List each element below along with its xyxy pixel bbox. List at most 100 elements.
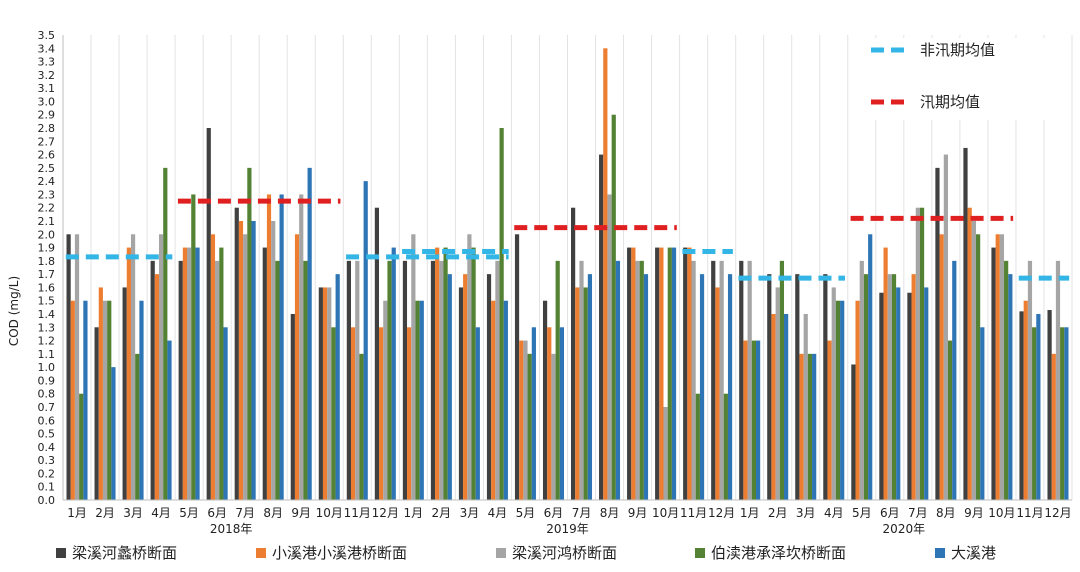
- year-label: 2019年: [546, 522, 589, 536]
- bar: [503, 300, 508, 500]
- bar: [775, 287, 780, 500]
- bar: [980, 327, 985, 500]
- x-tick-label: 2月: [768, 506, 788, 520]
- bar: [739, 260, 744, 500]
- bar: [150, 260, 155, 500]
- x-tick-label: 3月: [460, 506, 480, 520]
- bar: [163, 167, 168, 500]
- x-tick-label: 6月: [880, 506, 900, 520]
- bar: [835, 300, 841, 500]
- x-tick-label: 4月: [488, 506, 508, 520]
- bar: [495, 260, 500, 500]
- bar: [755, 340, 761, 500]
- bar: [475, 327, 480, 500]
- series-legend-swatch: [695, 548, 705, 558]
- y-tick-label: 2.3: [38, 188, 56, 201]
- series-legend-label: 伯渎港承泽坎桥断面: [711, 544, 846, 562]
- bar: [307, 167, 312, 500]
- y-tick-label: 2.2: [38, 202, 56, 215]
- bar: [851, 364, 856, 500]
- x-tick-label: 3月: [123, 506, 143, 520]
- bars-group: [66, 48, 1069, 501]
- bar: [130, 234, 136, 501]
- x-tick-label: 9月: [628, 506, 648, 520]
- bar: [279, 194, 284, 500]
- bar: [859, 260, 864, 500]
- y-tick-label: 1.7: [38, 268, 56, 281]
- y-tick-label: 1.1: [38, 348, 56, 361]
- bar: [435, 247, 440, 500]
- bar: [491, 300, 496, 500]
- bar: [486, 274, 492, 500]
- y-tick-label: 3.3: [38, 56, 56, 69]
- bar: [827, 340, 832, 500]
- reference-legend-label: 汛期均值: [920, 93, 980, 111]
- bar: [79, 393, 84, 500]
- bar: [223, 327, 228, 500]
- x-tick-label: 10月: [316, 506, 343, 520]
- bar: [695, 393, 700, 500]
- bar: [919, 207, 925, 500]
- bar: [952, 260, 957, 500]
- bar: [691, 260, 696, 500]
- bar: [1064, 327, 1069, 500]
- y-tick-label: 1.2: [38, 335, 56, 348]
- x-tick-label: 7月: [235, 506, 255, 520]
- y-tick-label: 1.6: [38, 281, 56, 294]
- bar: [355, 260, 360, 500]
- year-label: 2020年: [883, 522, 926, 536]
- x-tick-label: 5月: [516, 506, 536, 520]
- y-tick-label: 3.1: [38, 82, 56, 95]
- bar: [771, 314, 776, 500]
- bar: [879, 292, 884, 500]
- y-tick-label: 2.9: [38, 109, 56, 122]
- series-legend-swatch: [56, 548, 66, 558]
- bar: [683, 247, 688, 500]
- x-tick-label: 10月: [652, 506, 679, 520]
- bar: [303, 260, 308, 500]
- bar: [234, 207, 239, 500]
- bar: [407, 327, 412, 500]
- x-tick-label: 6月: [207, 506, 227, 520]
- y-tick-label: 1.8: [38, 255, 56, 268]
- bar: [335, 274, 340, 500]
- bar: [795, 274, 800, 500]
- bar: [995, 234, 1000, 501]
- x-tick-label: 9月: [964, 506, 984, 520]
- bar: [896, 287, 901, 500]
- bar: [723, 393, 728, 500]
- y-tick-label: 3.0: [38, 95, 56, 108]
- bar: [243, 234, 248, 501]
- bar: [719, 260, 724, 500]
- bar: [812, 353, 817, 500]
- reference-legend-label: 非汛期均值: [920, 41, 995, 59]
- bar: [599, 154, 604, 501]
- bar: [571, 207, 576, 500]
- bar: [402, 260, 408, 500]
- y-tick-label: 2.6: [38, 149, 56, 162]
- bar: [458, 287, 464, 500]
- bar: [467, 234, 472, 501]
- bar: [195, 247, 200, 500]
- bar: [907, 292, 912, 500]
- bar: [187, 247, 192, 500]
- x-tick-label: 7月: [572, 506, 592, 520]
- y-tick-label: 2.4: [38, 175, 56, 188]
- bar: [1032, 327, 1037, 500]
- bar: [363, 181, 368, 500]
- bar: [607, 194, 612, 500]
- y-tick-label: 3.4: [38, 42, 56, 55]
- bar: [318, 287, 323, 500]
- series-legend: 梁溪河蠡桥断面 小溪港小溪港桥断面 梁溪河鸿桥断面 伯渎港承泽坎桥断面 大溪港: [56, 544, 996, 562]
- bar: [611, 114, 616, 500]
- bar: [943, 154, 948, 501]
- bar: [111, 367, 116, 500]
- bar: [743, 340, 748, 500]
- y-tick-label: 0.9: [38, 374, 56, 387]
- y-tick-label: 2.1: [38, 215, 56, 228]
- bar: [374, 207, 380, 500]
- x-tick-label: 3月: [796, 506, 816, 520]
- y-tick-label: 0.1: [38, 481, 56, 494]
- bar: [911, 274, 916, 500]
